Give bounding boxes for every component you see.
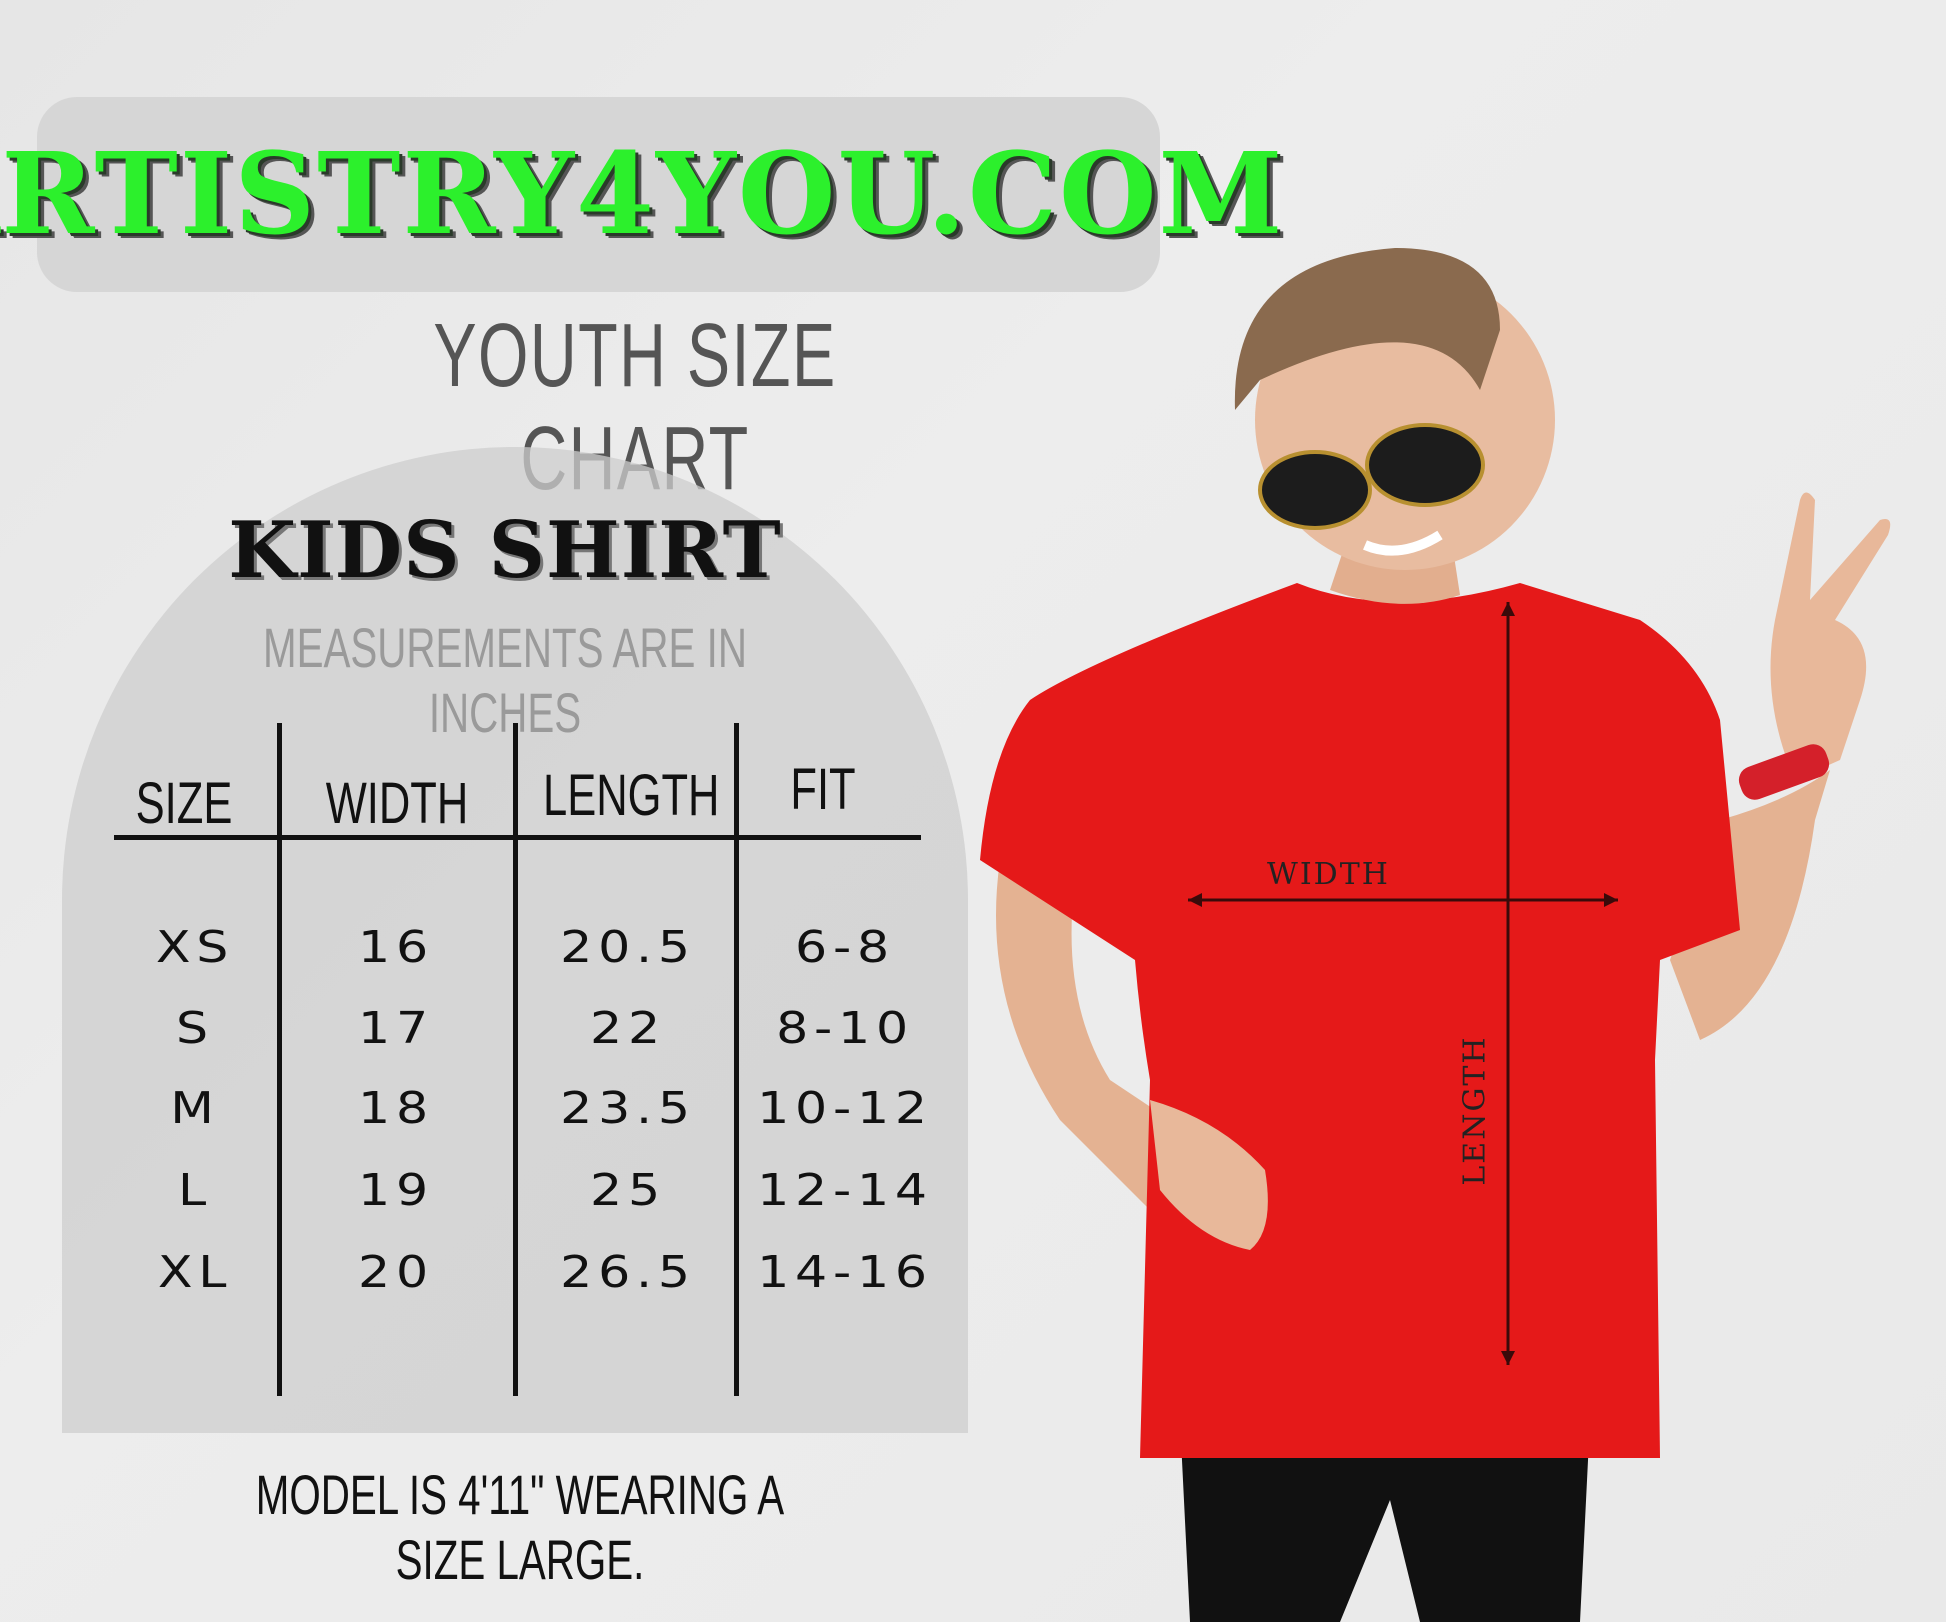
column-divider (277, 723, 282, 1396)
hair (1234, 248, 1500, 410)
column-header-fit: FIT (790, 757, 856, 822)
hand-on-hip (1150, 1100, 1268, 1250)
model-note: MODEL IS 4'11" WEARING A SIZE LARGE. (255, 1463, 785, 1591)
smile (1363, 530, 1443, 556)
table-cell-length: 25 (590, 1165, 666, 1216)
width-label: WIDTH (1267, 857, 1390, 892)
shorts (1180, 1420, 1590, 1622)
table-cell-size: L (178, 1165, 212, 1216)
column-header-length: LENGTH (543, 763, 720, 828)
table-cell-size: M (170, 1083, 220, 1134)
brand-logo: ARTISTRY4YOU.COM (0, 129, 1285, 260)
column-header-size: SIZE (135, 771, 233, 836)
card-heading: KIDS SHIRT (228, 505, 782, 596)
table-cell-fit: 12-14 (757, 1165, 933, 1216)
column-header-width: WIDTH (325, 771, 469, 836)
column-divider (513, 723, 518, 1396)
sunglasses-icon (1258, 450, 1372, 530)
table-cell-length: 23.5 (560, 1083, 696, 1134)
table-cell-width: 19 (358, 1165, 434, 1216)
table-cell-width: 17 (358, 1003, 434, 1054)
table-cell-length: 26.5 (560, 1247, 696, 1298)
model-photo (980, 248, 1891, 1622)
table-cell-width: 16 (358, 922, 434, 973)
card-subheading: MEASUREMENTS ARE IN INCHES (263, 616, 747, 744)
table-cell-width: 20 (358, 1247, 434, 1298)
column-divider (734, 723, 739, 1396)
table-cell-fit: 14-16 (757, 1247, 933, 1298)
length-label: LENGTH (1457, 1035, 1493, 1186)
table-cell-fit: 10-12 (757, 1083, 933, 1134)
table-cell-size: S (176, 1003, 214, 1054)
table-cell-size: XS (155, 922, 235, 973)
table-cell-length: 20.5 (560, 922, 696, 973)
table-cell-length: 22 (590, 1003, 666, 1054)
table-cell-size: XL (157, 1247, 233, 1298)
table-cell-width: 18 (358, 1083, 434, 1134)
red-tshirt (980, 583, 1740, 1458)
logo-background (37, 97, 1160, 292)
table-cell-fit: 8-10 (776, 1003, 914, 1054)
table-cell-fit: 6-8 (795, 922, 895, 973)
sunglasses-lens (1365, 423, 1485, 507)
watch-icon (1738, 744, 1830, 800)
hand-peace-sign (1770, 492, 1891, 780)
forearm (1670, 770, 1830, 1040)
